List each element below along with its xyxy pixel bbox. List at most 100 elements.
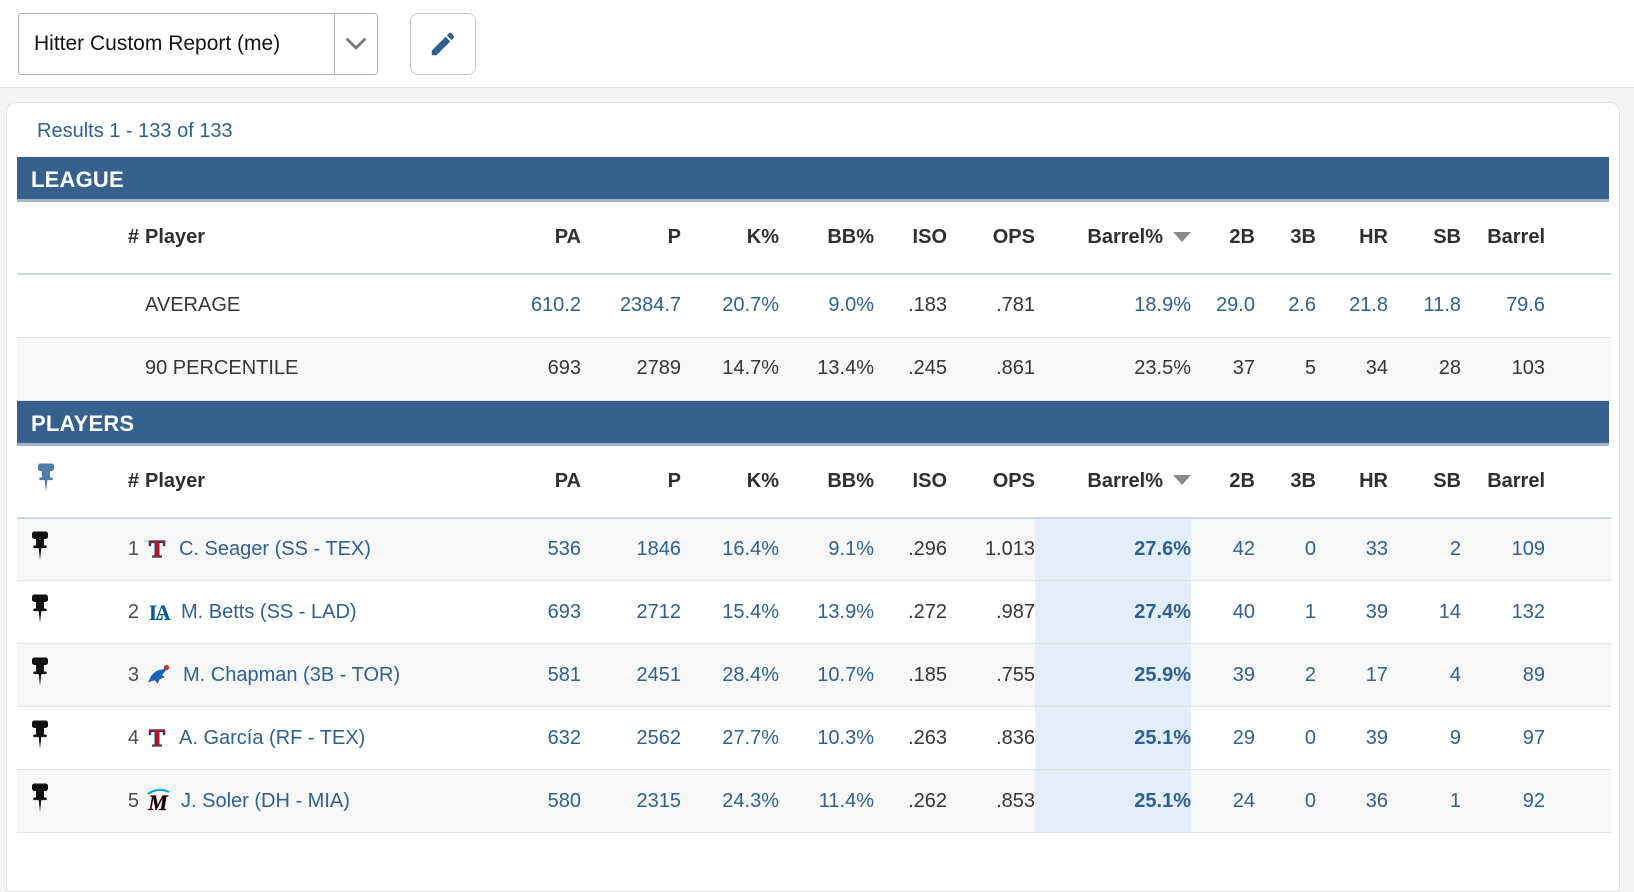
pin-cell[interactable] — [17, 644, 61, 707]
stat-barrel-pct[interactable]: 25.9% — [1035, 643, 1191, 707]
stat-bb[interactable]: 10.3% — [817, 726, 874, 749]
col-p[interactable]: P — [581, 202, 681, 275]
stat-2b[interactable]: 42 — [1232, 537, 1255, 560]
stat-hr[interactable]: 17 — [1365, 663, 1388, 686]
pin-cell[interactable] — [17, 707, 61, 770]
stat-3b[interactable]: 1 — [1304, 600, 1316, 623]
stat-bb[interactable]: 11.4% — [818, 789, 874, 812]
col-3b[interactable]: 3B — [1255, 202, 1316, 275]
stat-k[interactable]: 16.4% — [722, 537, 779, 560]
col-2b[interactable]: 2B — [1191, 445, 1255, 519]
stat-barrel[interactable]: 97 — [1522, 726, 1545, 749]
player-link[interactable]: J. Soler (DH - MIA) — [181, 789, 350, 812]
pin-cell[interactable] — [17, 518, 61, 581]
stat-sb[interactable]: 4 — [1449, 663, 1461, 686]
stat-p[interactable]: 2384.7 — [619, 294, 681, 317]
stat-hr[interactable]: 39 — [1365, 726, 1388, 749]
stat-hr[interactable]: 33 — [1365, 537, 1388, 560]
edit-report-button[interactable] — [410, 12, 476, 75]
col-barrel-pct[interactable]: Barrel% — [1035, 445, 1191, 519]
stat-pa[interactable]: 693 — [547, 600, 581, 623]
pin-cell[interactable] — [17, 770, 61, 833]
col-sb[interactable]: SB — [1388, 202, 1461, 275]
stat-bb[interactable]: 13.9% — [817, 600, 874, 623]
stat-sb[interactable]: 1 — [1449, 789, 1461, 812]
pin-column-header[interactable] — [17, 445, 61, 519]
col-iso[interactable]: ISO — [874, 445, 947, 519]
pin-cell[interactable] — [17, 581, 61, 644]
stat-hr[interactable]: 21.8 — [1349, 294, 1388, 317]
col-pa[interactable]: PA — [509, 445, 581, 519]
stat-barrel-pct[interactable]: 25.1% — [1035, 706, 1191, 770]
stat-3b[interactable]: 0 — [1304, 789, 1316, 812]
stat-3b[interactable]: 2 — [1304, 663, 1316, 686]
stat-pa[interactable]: 581 — [547, 663, 581, 686]
stat-k[interactable]: 28.4% — [722, 663, 779, 686]
pin-icon[interactable] — [30, 657, 50, 687]
stat-sb[interactable]: 2 — [1449, 537, 1461, 560]
col-hr[interactable]: HR — [1316, 202, 1388, 275]
stat-barrel-pct[interactable]: 18.9% — [1134, 294, 1191, 317]
stat-p[interactable]: 2315 — [636, 789, 682, 812]
stat-pa[interactable]: 536 — [547, 537, 581, 560]
stat-k[interactable]: 27.7% — [722, 726, 779, 749]
col-k[interactable]: K% — [681, 445, 779, 519]
stat-p[interactable]: 2562 — [636, 726, 682, 749]
col-pa[interactable]: PA — [509, 202, 581, 275]
col-2b[interactable]: 2B — [1191, 202, 1255, 275]
col-sb[interactable]: SB — [1388, 445, 1461, 519]
stat-barrel[interactable]: 109 — [1511, 537, 1545, 560]
stat-sb[interactable]: 11.8 — [1423, 294, 1461, 317]
pin-icon[interactable] — [30, 594, 50, 624]
stat-2b[interactable]: 39 — [1232, 663, 1255, 686]
stat-barrel[interactable]: 92 — [1522, 789, 1545, 812]
col-hr[interactable]: HR — [1316, 445, 1388, 519]
stat-bb[interactable]: 10.7% — [817, 663, 874, 686]
col-3b[interactable]: 3B — [1255, 445, 1316, 519]
stat-barrel-pct[interactable]: 27.4% — [1035, 580, 1191, 644]
stat-2b[interactable]: 29.0 — [1216, 294, 1255, 317]
player-link[interactable]: M. Chapman (3B - TOR) — [183, 663, 401, 686]
stat-barrel-pct[interactable]: 27.6% — [1035, 517, 1191, 581]
col-bb[interactable]: BB% — [779, 445, 874, 519]
col-rank[interactable]: # — [61, 445, 139, 519]
col-rank[interactable]: # — [61, 202, 139, 275]
col-p[interactable]: P — [581, 445, 681, 519]
stat-barrel[interactable]: 89 — [1522, 663, 1545, 686]
col-player[interactable]: Player — [139, 445, 509, 519]
col-barrel[interactable]: Barrel — [1461, 445, 1545, 519]
player-link[interactable]: A. García (RF - TEX) — [179, 726, 366, 749]
pin-icon[interactable] — [30, 720, 50, 750]
stat-k[interactable]: 15.4% — [722, 600, 779, 623]
col-player[interactable]: Player — [139, 202, 509, 275]
stat-sb[interactable]: 9 — [1449, 726, 1461, 749]
player-link[interactable]: C. Seager (SS - TEX) — [179, 537, 371, 560]
pin-icon[interactable] — [30, 783, 50, 813]
stat-barrel[interactable]: 132 — [1511, 600, 1545, 623]
stat-3b[interactable]: 2.6 — [1288, 294, 1316, 317]
col-ops[interactable]: OPS — [947, 202, 1035, 275]
stat-pa[interactable]: 632 — [547, 726, 581, 749]
stat-barrel-pct[interactable]: 25.1% — [1035, 769, 1191, 833]
pin-all-icon[interactable] — [36, 463, 56, 493]
stat-2b[interactable]: 40 — [1232, 600, 1255, 623]
col-bb[interactable]: BB% — [779, 202, 874, 275]
stat-3b[interactable]: 0 — [1304, 537, 1316, 560]
col-ops[interactable]: OPS — [947, 445, 1035, 519]
stat-p[interactable]: 2451 — [636, 663, 682, 686]
stat-bb[interactable]: 9.1% — [828, 537, 874, 560]
col-barrel-pct[interactable]: Barrel% — [1035, 202, 1191, 275]
stat-hr[interactable]: 39 — [1365, 600, 1388, 623]
col-barrel[interactable]: Barrel — [1461, 202, 1545, 275]
stat-3b[interactable]: 0 — [1304, 726, 1316, 749]
stat-pa[interactable]: 610.2 — [530, 294, 581, 317]
player-link[interactable]: M. Betts (SS - LAD) — [181, 600, 357, 623]
stat-bb[interactable]: 9.0% — [828, 294, 874, 317]
col-k[interactable]: K% — [681, 202, 779, 275]
stat-k[interactable]: 24.3% — [722, 789, 779, 812]
stat-k[interactable]: 20.7% — [722, 294, 779, 317]
stat-p[interactable]: 2712 — [636, 600, 682, 623]
stat-pa[interactable]: 580 — [547, 789, 581, 812]
stat-barrel[interactable]: 79.6 — [1506, 294, 1545, 317]
stat-2b[interactable]: 29 — [1232, 726, 1255, 749]
